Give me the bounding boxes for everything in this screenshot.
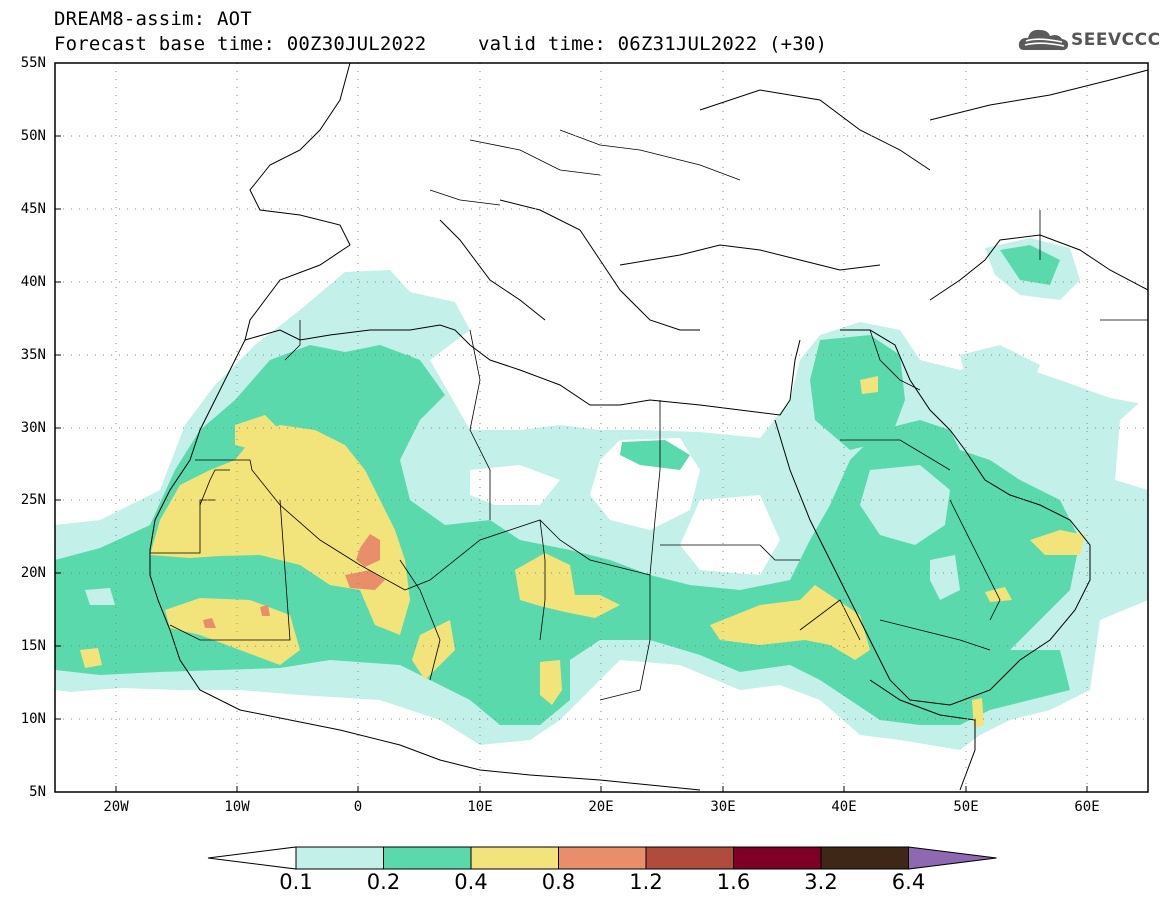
lat-label: 15N	[20, 638, 46, 654]
seevccc-logo: SEEVCCC	[1018, 26, 1161, 56]
lon-label: 50E	[953, 799, 979, 815]
map-title: DREAM8-assim: AOT	[54, 8, 252, 30]
cloud-icon	[1018, 29, 1069, 51]
coastlines	[55, 63, 1148, 792]
colorbar-label: 1.2	[629, 870, 663, 894]
colorbar-label: 1.6	[716, 870, 751, 894]
colorbar-under-triangle	[207, 846, 297, 870]
lat-label: 45N	[20, 201, 46, 217]
colorbar	[207, 846, 997, 870]
lon-label: 0	[353, 799, 363, 815]
lon-label: 20E	[588, 799, 614, 815]
lon-label: 30E	[710, 799, 736, 815]
colorbar-label: 6.4	[891, 870, 926, 894]
lon-label: 40E	[831, 799, 857, 815]
colorbar-label: 0.4	[454, 870, 488, 894]
colorbar-swatch	[470, 846, 559, 870]
lon-label: 10E	[467, 799, 493, 815]
colorbar-swatch	[645, 846, 734, 870]
aot-field-high	[80, 376, 1085, 728]
lon-label: 10W	[224, 799, 250, 815]
colorbar-swatch	[733, 846, 822, 870]
lat-label: 40N	[20, 274, 46, 290]
lat-label: 25N	[20, 492, 46, 508]
lat-label: 35N	[20, 347, 46, 363]
colorbar-label: 0.8	[541, 870, 576, 894]
colorbar-over-triangle	[908, 846, 997, 870]
lat-label: 50N	[20, 128, 46, 144]
logo-text: SEEVCCC	[1071, 30, 1161, 50]
colorbar-swatch	[820, 846, 909, 870]
colorbar-label: 0.2	[366, 870, 401, 894]
lat-label: 55N	[20, 55, 46, 71]
country-borders	[150, 129, 1148, 701]
colorbar-label: 0.1	[279, 870, 313, 894]
colorbar-swatch	[558, 846, 647, 870]
valid-time: valid time: 06Z31JUL2022 (+30)	[478, 33, 828, 55]
colorbar-swatch	[295, 846, 384, 870]
lon-label: 20W	[103, 799, 129, 815]
lat-label: 20N	[20, 565, 46, 581]
forecast-base-time: Forecast base time: 00Z30JUL2022	[54, 33, 427, 55]
aot-field-very-high	[203, 534, 385, 628]
lon-label: 60E	[1074, 799, 1100, 815]
axis-ticks	[55, 62, 1088, 793]
lat-label: 5N	[29, 784, 46, 800]
colorbar-swatch	[383, 846, 472, 870]
colorbar-label: 3.2	[804, 870, 838, 894]
lat-label: 10N	[20, 711, 46, 727]
lat-label: 30N	[20, 420, 46, 436]
